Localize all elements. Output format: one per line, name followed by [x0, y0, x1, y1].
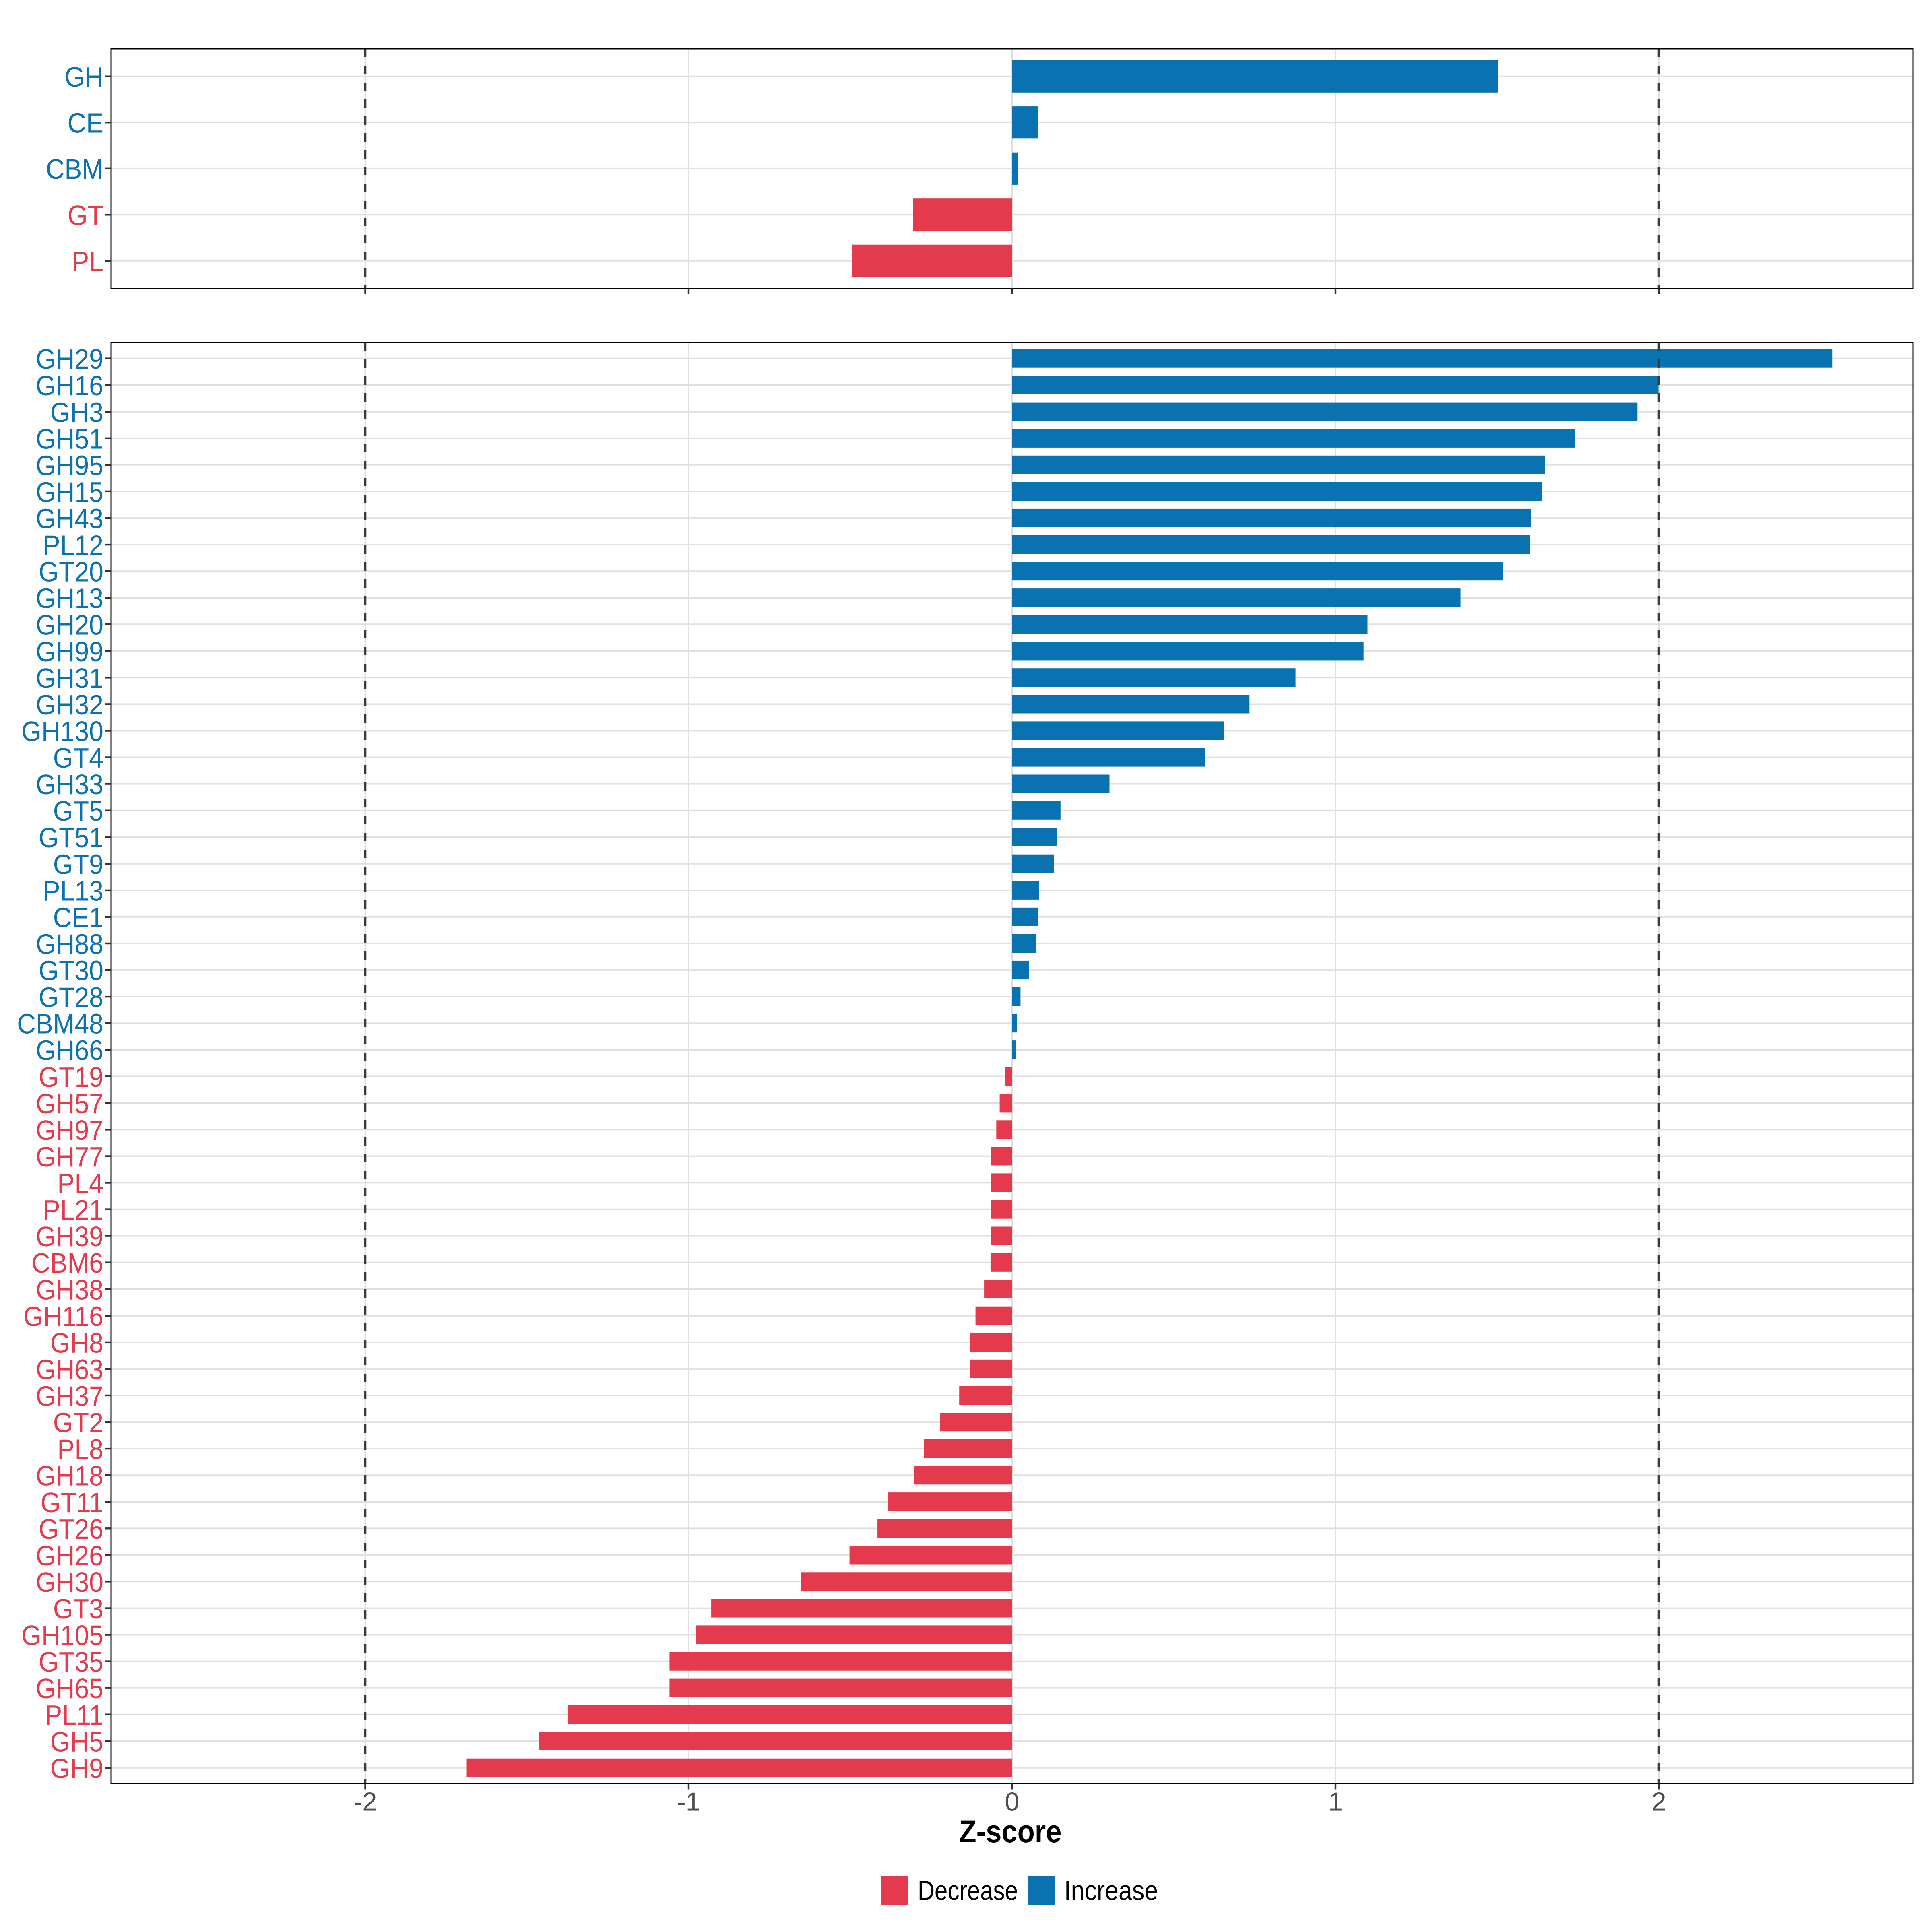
svg-text:GT28: GT28: [39, 982, 103, 1013]
svg-text:GH31: GH31: [36, 663, 103, 694]
svg-text:GH95: GH95: [36, 450, 103, 481]
svg-text:GH16: GH16: [36, 370, 103, 401]
svg-text:GH37: GH37: [36, 1381, 103, 1412]
svg-text:GH51: GH51: [36, 423, 103, 454]
svg-text:CBM: CBM: [46, 153, 103, 185]
svg-text:GH33: GH33: [36, 769, 103, 800]
svg-text:GH8: GH8: [50, 1327, 103, 1358]
svg-text:Z-score: Z-score: [959, 1813, 1062, 1849]
svg-text:0: 0: [1005, 1787, 1019, 1816]
svg-text:GT9: GT9: [53, 848, 103, 880]
svg-text:GH39: GH39: [36, 1221, 103, 1252]
svg-text:-2: -2: [354, 1787, 377, 1816]
svg-text:CE1: CE1: [53, 902, 103, 933]
svg-text:GT35: GT35: [39, 1646, 103, 1678]
svg-text:-1: -1: [677, 1787, 700, 1816]
svg-text:GH130: GH130: [21, 716, 103, 747]
svg-text:Decrease: Decrease: [918, 1875, 1018, 1906]
svg-text:GT26: GT26: [39, 1513, 103, 1545]
svg-text:GT30: GT30: [39, 955, 103, 987]
svg-text:GT4: GT4: [53, 742, 103, 774]
svg-text:GH30: GH30: [36, 1567, 103, 1598]
svg-text:GH116: GH116: [23, 1300, 103, 1332]
svg-text:PL12: PL12: [43, 530, 103, 561]
svg-text:GT: GT: [68, 200, 103, 231]
svg-text:GH26: GH26: [36, 1540, 103, 1571]
svg-text:GH105: GH105: [21, 1620, 103, 1651]
svg-text:GH3: GH3: [50, 396, 103, 428]
svg-text:GH43: GH43: [36, 503, 103, 535]
svg-text:GT2: GT2: [53, 1407, 103, 1439]
svg-text:PL8: PL8: [57, 1434, 103, 1465]
svg-text:GH29: GH29: [36, 343, 103, 375]
svg-text:GT11: GT11: [41, 1487, 103, 1518]
svg-text:GH99: GH99: [36, 636, 103, 667]
svg-text:CBM6: CBM6: [31, 1247, 103, 1279]
svg-text:GH77: GH77: [36, 1141, 103, 1172]
svg-text:1: 1: [1328, 1787, 1343, 1816]
svg-text:GH38: GH38: [36, 1274, 103, 1305]
svg-text:GH9: GH9: [50, 1752, 103, 1784]
svg-text:GH88: GH88: [36, 929, 103, 960]
svg-text:GH63: GH63: [36, 1354, 103, 1385]
svg-text:PL4: PL4: [57, 1168, 103, 1199]
svg-text:CBM48: CBM48: [17, 1008, 103, 1040]
svg-text:GT3: GT3: [53, 1593, 103, 1624]
svg-text:GH57: GH57: [36, 1088, 103, 1119]
svg-text:CE: CE: [68, 107, 104, 139]
svg-text:GT5: GT5: [53, 795, 103, 827]
svg-text:GT51: GT51: [39, 822, 103, 853]
svg-text:GH15: GH15: [36, 476, 103, 508]
svg-text:GH65: GH65: [36, 1673, 103, 1704]
svg-text:GH66: GH66: [36, 1035, 103, 1066]
svg-text:PL11: PL11: [45, 1699, 103, 1731]
svg-text:PL: PL: [72, 246, 103, 277]
svg-text:GH: GH: [64, 61, 103, 93]
svg-text:GT20: GT20: [39, 556, 103, 588]
svg-text:PL21: PL21: [43, 1194, 103, 1226]
svg-text:GT19: GT19: [39, 1061, 103, 1093]
svg-text:2: 2: [1651, 1787, 1666, 1816]
svg-text:GH32: GH32: [36, 689, 103, 720]
svg-text:GH20: GH20: [36, 609, 103, 641]
svg-text:Increase: Increase: [1064, 1875, 1158, 1906]
svg-text:GH18: GH18: [36, 1460, 103, 1492]
svg-text:PL13: PL13: [43, 875, 103, 906]
svg-text:GH5: GH5: [50, 1726, 103, 1757]
svg-text:GH13: GH13: [36, 583, 103, 614]
svg-text:GH97: GH97: [36, 1115, 103, 1146]
